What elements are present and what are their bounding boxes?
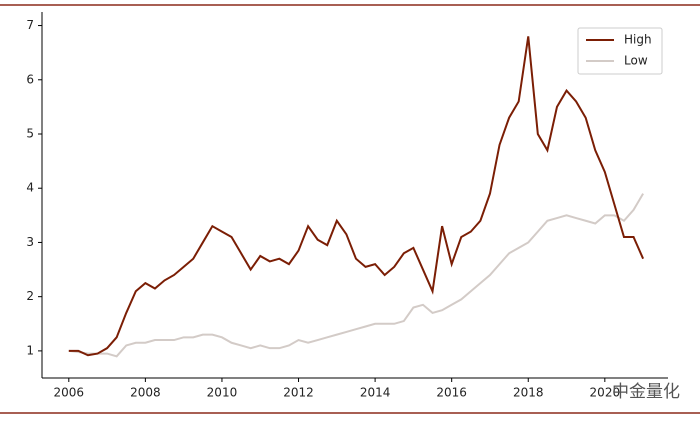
legend-label: Low — [624, 54, 648, 68]
x-tick-label: 2012 — [283, 386, 314, 400]
line-series — [68, 36, 645, 357]
legend-label: High — [624, 33, 652, 47]
watermark: 中金量化 — [612, 382, 680, 402]
y-tick-label: 5 — [26, 127, 34, 141]
line-series — [68, 193, 644, 358]
x-tick-label: 2020 — [590, 386, 621, 400]
y-tick-label: 3 — [26, 235, 34, 249]
y-tick-label: 1 — [26, 343, 34, 357]
x-tick-label: 2014 — [360, 386, 391, 400]
y-tick-label: 7 — [26, 18, 34, 32]
x-tick-label: 2010 — [207, 386, 238, 400]
x-tick-label: 2008 — [130, 386, 161, 400]
x-tick-label: 2016 — [436, 386, 467, 400]
y-tick-label: 4 — [26, 181, 34, 195]
x-tick-label: 2018 — [513, 386, 544, 400]
x-tick-label: 2006 — [54, 386, 85, 400]
y-tick-label: 6 — [26, 72, 34, 86]
y-tick-label: 2 — [26, 289, 34, 303]
